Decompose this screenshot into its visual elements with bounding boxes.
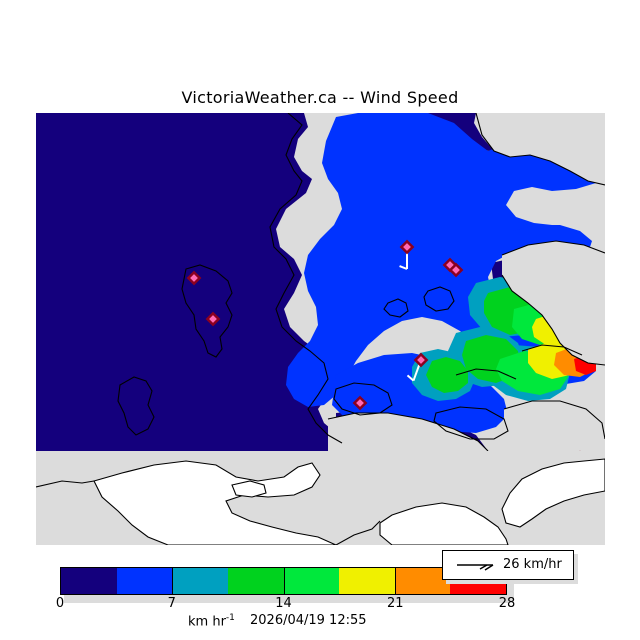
- wind-barb-icon: [457, 564, 494, 571]
- station-marker[interactable]: [406, 352, 429, 382]
- barb-legend-label: 26 km/hr: [503, 557, 562, 572]
- colorbar-tick-label-7: 7: [167, 596, 176, 611]
- station-marker[interactable]: [186, 270, 202, 286]
- colorbar-band-0: [61, 568, 117, 594]
- station-markers-layer[interactable]: [36, 113, 605, 451]
- colorbar-tick-line-14: [283, 567, 285, 595]
- southern-coastline: [36, 451, 605, 545]
- colorbar-band-1: [116, 568, 173, 594]
- timestamp-label: 2026/04/19 12:55: [250, 613, 367, 628]
- colorbar-units-label: km hr-1: [188, 613, 235, 630]
- station-diamond-icon: [448, 262, 464, 278]
- station-diamond-icon: [186, 270, 202, 286]
- station-marker[interactable]: [448, 262, 464, 278]
- station-diamond-icon: [205, 311, 221, 327]
- colorbar-band-2: [172, 568, 228, 594]
- wind-speed-contour-field: [36, 113, 605, 451]
- colorbar-tick-label-28: 28: [498, 596, 516, 611]
- station-marker[interactable]: [399, 239, 415, 270]
- colorbar-band-4: [283, 568, 340, 594]
- colorbar-tick-line-21: [395, 567, 397, 595]
- page-title: VictoriaWeather.ca -- Wind Speed: [181, 88, 459, 107]
- colorbar-legend[interactable]: 0 7 14 21 28 km hr-1 2026/04/19 12:55: [36, 555, 605, 640]
- southern-coastline-panel: [36, 451, 605, 545]
- colorbar-tick-label-21: 21: [386, 596, 404, 611]
- station-diamond-icon: [399, 239, 415, 255]
- colorbar-band-6: [394, 568, 451, 594]
- wind-speed-map[interactable]: [36, 113, 605, 451]
- wind-barb-feather: [399, 265, 408, 270]
- station-marker[interactable]: [205, 311, 221, 327]
- colorbar-band-5: [339, 568, 395, 594]
- colorbar-tick-line-7: [171, 567, 173, 595]
- coastline-overlay: [117, 113, 605, 451]
- colorbar-tick-label-14: 14: [275, 596, 292, 611]
- colorbar-band-3: [227, 568, 284, 594]
- station-diamond-icon: [352, 395, 368, 411]
- wind-barb-feather: [406, 374, 415, 382]
- colorbar-tick-label-0: 0: [55, 596, 65, 611]
- station-marker[interactable]: [352, 395, 368, 411]
- station-diamond-icon: [413, 352, 429, 368]
- barb-legend-box[interactable]: 26 km/hr: [442, 550, 574, 580]
